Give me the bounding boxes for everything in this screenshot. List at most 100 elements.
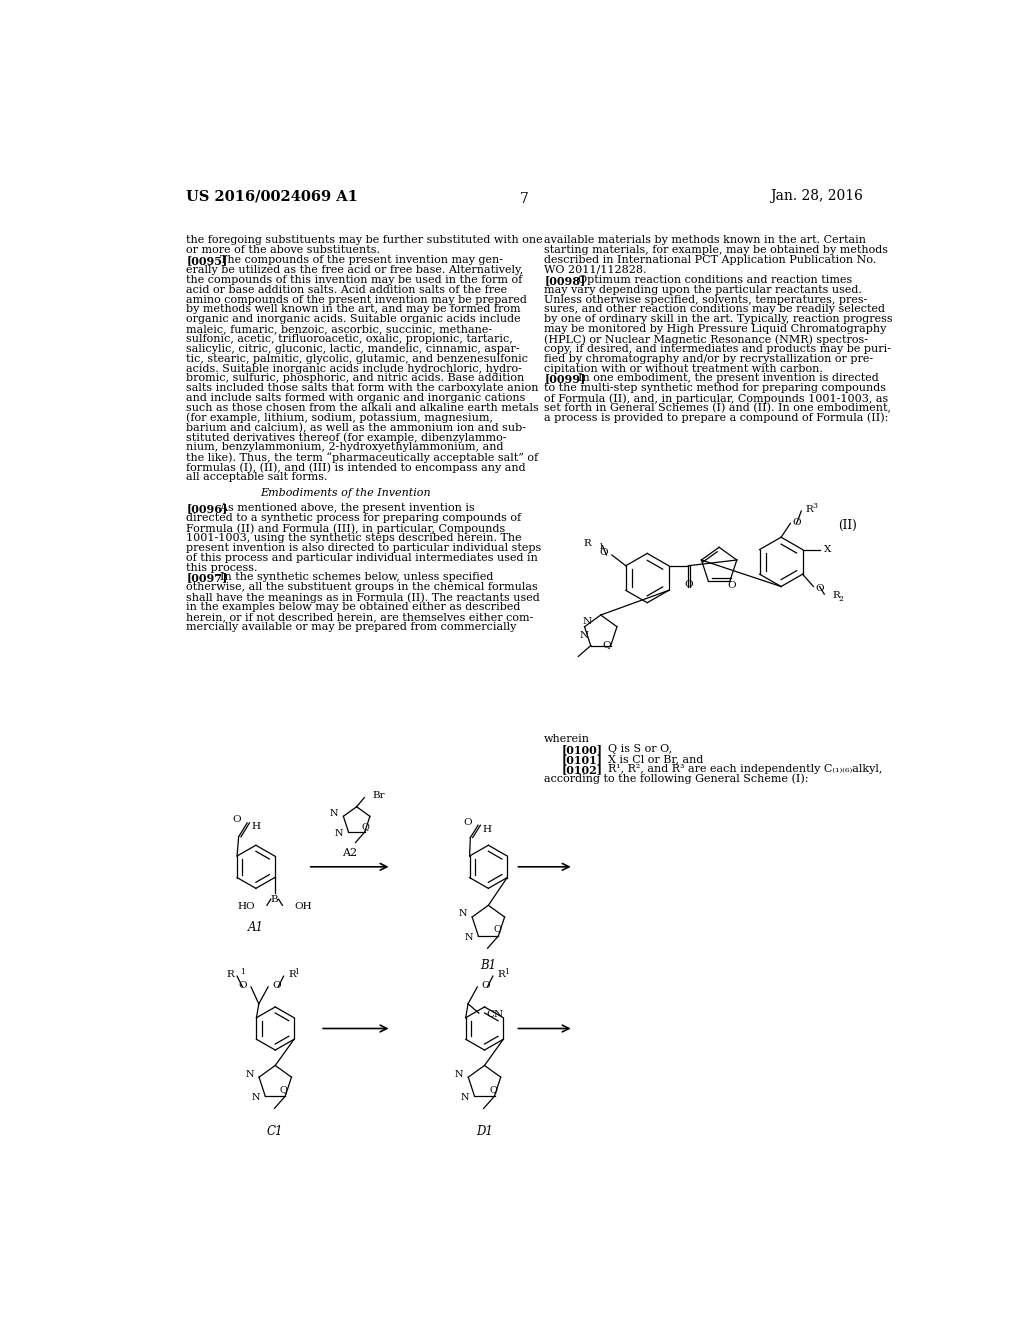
Text: formulas (I), (II), and (III) is intended to encompass any and: formulas (I), (II), and (III) is intende…: [186, 462, 525, 473]
Text: sulfonic, acetic, trifluoroacetic, oxalic, propionic, tartaric,: sulfonic, acetic, trifluoroacetic, oxali…: [186, 334, 513, 345]
Text: Unless otherwise specified, solvents, temperatures, pres-: Unless otherwise specified, solvents, te…: [544, 294, 867, 305]
Text: erally be utilized as the free acid or free base. Alternatively,: erally be utilized as the free acid or f…: [186, 265, 523, 275]
Text: WO 2011/112828.: WO 2011/112828.: [544, 265, 647, 275]
Text: salts included those salts that form with the carboxylate anion: salts included those salts that form wit…: [186, 383, 539, 393]
Text: may be monitored by High Pressure Liquid Chromatography: may be monitored by High Pressure Liquid…: [544, 325, 887, 334]
Text: [0095]: [0095]: [186, 255, 227, 267]
Text: nium, benzylammonium, 2-hydroxyethylammonium, and: nium, benzylammonium, 2-hydroxyethylammo…: [186, 442, 504, 453]
Text: R: R: [833, 591, 840, 601]
Text: Jan. 28, 2016: Jan. 28, 2016: [771, 189, 863, 203]
Text: C1: C1: [267, 1125, 284, 1138]
Text: The compounds of the present invention may gen-: The compounds of the present invention m…: [206, 255, 503, 265]
Text: all acceptable salt forms.: all acceptable salt forms.: [186, 473, 328, 482]
Text: otherwise, all the substituent groups in the chemical formulas: otherwise, all the substituent groups in…: [186, 582, 538, 593]
Text: in the examples below may be obtained either as described: in the examples below may be obtained ei…: [186, 602, 520, 612]
Text: Q: Q: [489, 1085, 497, 1094]
Text: copy, if desired, and intermediates and products may be puri-: copy, if desired, and intermediates and …: [544, 343, 891, 354]
Text: R: R: [226, 970, 233, 979]
Text: B: B: [271, 895, 279, 904]
Text: A2: A2: [342, 847, 357, 858]
Text: HO: HO: [238, 903, 255, 911]
Text: of this process and particular individual intermediates used in: of this process and particular individua…: [186, 553, 538, 562]
Text: barium and calcium), as well as the ammonium ion and sub-: barium and calcium), as well as the ammo…: [186, 422, 526, 433]
Text: [0101]: [0101]: [562, 754, 603, 766]
Text: directed to a synthetic process for preparing compounds of: directed to a synthetic process for prep…: [186, 513, 521, 523]
Text: D1: D1: [476, 1125, 493, 1138]
Text: In one embodiment, the present invention is directed: In one embodiment, the present invention…: [563, 374, 879, 383]
Text: N: N: [330, 809, 338, 817]
Text: mercially available or may be prepared from commercially: mercially available or may be prepared f…: [186, 622, 516, 632]
Text: acid or base addition salts. Acid addition salts of the free: acid or base addition salts. Acid additi…: [186, 285, 507, 294]
Text: a process is provided to prepare a compound of Formula (II):: a process is provided to prepare a compo…: [544, 413, 889, 424]
Text: [0102]: [0102]: [562, 764, 603, 775]
Text: herein, or if not described herein, are themselves either com-: herein, or if not described herein, are …: [186, 612, 534, 622]
Text: N: N: [335, 829, 343, 838]
Text: wherein: wherein: [544, 734, 590, 744]
Text: 2: 2: [839, 595, 843, 603]
Text: Br: Br: [372, 792, 385, 800]
Text: 3: 3: [812, 503, 817, 511]
Text: stituted derivatives thereof (for example, dibenzylammo-: stituted derivatives thereof (for exampl…: [186, 433, 507, 444]
Text: Optimum reaction conditions and reaction times: Optimum reaction conditions and reaction…: [563, 275, 852, 285]
Text: R: R: [806, 506, 814, 513]
Text: 1: 1: [598, 544, 603, 552]
Text: B1: B1: [480, 960, 497, 973]
Text: [0097]: [0097]: [186, 573, 227, 583]
Text: organic and inorganic acids. Suitable organic acids include: organic and inorganic acids. Suitable or…: [186, 314, 521, 325]
Text: CN: CN: [486, 1010, 504, 1019]
Text: the like). Thus, the term “pharmaceutically acceptable salt” of: the like). Thus, the term “pharmaceutica…: [186, 453, 539, 463]
Text: In the synthetic schemes below, unless specified: In the synthetic schemes below, unless s…: [206, 573, 493, 582]
Text: sures, and other reaction conditions may be readily selected: sures, and other reaction conditions may…: [544, 305, 885, 314]
Text: O: O: [272, 981, 281, 990]
Text: by one of ordinary skill in the art. Typically, reaction progress: by one of ordinary skill in the art. Typ…: [544, 314, 893, 325]
Text: present invention is also directed to particular individual steps: present invention is also directed to pa…: [186, 543, 542, 553]
Text: Embodiments of the Invention: Embodiments of the Invention: [260, 487, 431, 498]
Text: described in International PCT Application Publication No.: described in International PCT Applicati…: [544, 255, 877, 265]
Text: of Formula (II), and, in particular, Compounds 1001-1003, as: of Formula (II), and, in particular, Com…: [544, 393, 889, 404]
Text: to the multi-step synthetic method for preparing compounds: to the multi-step synthetic method for p…: [544, 383, 886, 393]
Text: OH: OH: [294, 903, 311, 911]
Text: As mentioned above, the present invention is: As mentioned above, the present inventio…: [206, 503, 474, 513]
Text: fied by chromatography and/or by recrystallization or pre-: fied by chromatography and/or by recryst…: [544, 354, 873, 364]
Text: (II): (II): [839, 519, 857, 532]
Text: H: H: [252, 822, 261, 832]
Text: shall have the meanings as in Formula (II). The reactants used: shall have the meanings as in Formula (I…: [186, 593, 540, 603]
Text: R: R: [288, 970, 296, 979]
Text: X: X: [823, 545, 830, 554]
Text: US 2016/0024069 A1: US 2016/0024069 A1: [186, 189, 358, 203]
Text: 1: 1: [504, 968, 509, 975]
Text: this process.: this process.: [186, 562, 258, 573]
Text: may vary depending upon the particular reactants used.: may vary depending upon the particular r…: [544, 285, 862, 294]
Text: R¹, R², and R³ are each independently C₍₁₎₍₆₎alkyl,: R¹, R², and R³ are each independently C₍…: [608, 764, 883, 774]
Text: amino compounds of the present invention may be prepared: amino compounds of the present invention…: [186, 294, 527, 305]
Text: by methods well known in the art, and may be formed from: by methods well known in the art, and ma…: [186, 305, 521, 314]
Text: O: O: [239, 981, 247, 990]
Text: O: O: [232, 814, 241, 824]
Text: O: O: [793, 519, 802, 527]
Text: set forth in General Schemes (I) and (II). In one embodiment,: set forth in General Schemes (I) and (II…: [544, 403, 891, 413]
Text: [0096]: [0096]: [186, 503, 227, 515]
Text: according to the following General Scheme (I):: according to the following General Schem…: [544, 774, 809, 784]
Text: O: O: [481, 981, 489, 990]
Text: Q: Q: [361, 821, 369, 830]
Text: O: O: [599, 548, 608, 557]
Text: tic, stearic, palmitic, glycolic, glutamic, and benzenesulfonic: tic, stearic, palmitic, glycolic, glutam…: [186, 354, 528, 364]
Text: N: N: [580, 631, 588, 639]
Text: the foregoing substituents may be further substituted with one: the foregoing substituents may be furthe…: [186, 235, 543, 246]
Text: 1: 1: [241, 968, 245, 975]
Text: 1: 1: [295, 968, 299, 975]
Text: N: N: [458, 909, 467, 919]
Text: N: N: [461, 1093, 469, 1102]
Text: N: N: [455, 1069, 463, 1078]
Text: N: N: [245, 1069, 254, 1078]
Text: (HPLC) or Nuclear Magnetic Resonance (NMR) spectros-: (HPLC) or Nuclear Magnetic Resonance (NM…: [544, 334, 868, 345]
Text: O: O: [816, 583, 824, 593]
Text: such as those chosen from the alkali and alkaline earth metals: such as those chosen from the alkali and…: [186, 403, 539, 413]
Text: O: O: [727, 581, 736, 590]
Text: O: O: [464, 817, 472, 826]
Text: salicylic, citric, gluconic, lactic, mandelic, cinnamic, aspar-: salicylic, citric, gluconic, lactic, man…: [186, 343, 520, 354]
Text: Q: Q: [280, 1085, 288, 1094]
Text: X is Cl or Br, and: X is Cl or Br, and: [608, 754, 703, 764]
Text: cipitation with or without treatment with carbon.: cipitation with or without treatment wit…: [544, 363, 823, 374]
Text: Q: Q: [603, 640, 611, 648]
